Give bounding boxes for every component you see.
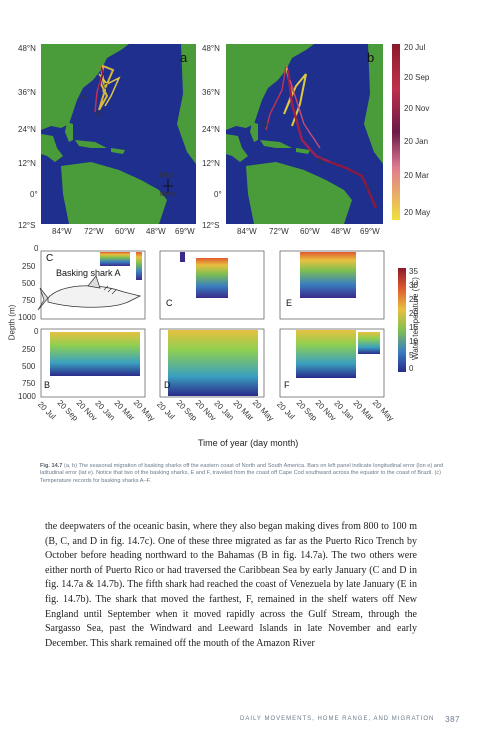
date-cb-1: 20 Sep [404,73,430,82]
track-label-c: C [103,82,109,91]
map-b-lon-69: 69°W [360,227,380,236]
track-label-b: B [96,109,102,118]
depth-tick-lower-250: 250 [22,345,36,354]
map-a-lon-84: 84°W [52,227,72,236]
map-b-lat-0: 0° [214,190,222,199]
panel-b-label: b [367,50,375,65]
depth-tick-lower-0: 0 [34,327,39,336]
map-b-lat-48: 48°N [202,44,220,53]
depth-panel-label-c-shark: C [46,253,54,264]
map-a-lat-48: 48°N [18,44,36,53]
caption-label: Fig. 14.7 [40,463,63,469]
temp-cb-15: 15 [409,323,418,332]
map-a-lon-69: 69°W [175,227,195,236]
map-b-lat-12s: 12°S [202,221,220,230]
date-cb-3: 20 Jan [404,137,429,146]
depth-tick-lower-500: 500 [22,362,36,371]
map-panel-a [41,44,196,224]
legend-late: lat e [160,172,174,179]
depth-tick-1000: 1000 [18,313,36,322]
track-label-d: D [262,120,268,129]
shark-label: Basking shark A [56,268,121,278]
legend-lone: lon e [160,191,176,198]
map-a-lat-36: 36°N [18,88,36,97]
depth-panel-label-e: E [286,298,293,308]
map-a-lon-72: 72°W [84,227,104,236]
map-b-lon-48: 48°W [331,227,351,236]
temp-cb-25: 25 [409,295,418,304]
map-a-lon-60: 60°W [115,227,135,236]
temp-cb-5: 5 [409,351,414,360]
date-cb-4: 20 Mar [404,171,429,180]
map-b-lon-60: 60°W [300,227,320,236]
map-a-lat-12s: 12°S [18,221,36,230]
body-text: the deepwaters of the oceanic basin, whe… [45,520,417,651]
depth-tick-500: 500 [22,279,36,288]
page-footer: DAILY MOVEMENTS, HOME RANGE, AND MIGRATI… [240,715,460,724]
date-colorbar [392,44,400,220]
depth-tick-750: 750 [22,296,36,305]
depth-tick-lower-1000: 1000 [18,392,36,401]
depth-panels [37,250,385,398]
date-cb-5: 20 May [404,208,431,217]
time-axis-label: Time of year (day month) [198,438,299,448]
map-a-lon-48: 48°W [146,227,166,236]
date-cb-0: 20 Jul [404,43,426,52]
track-label-a: A [81,93,87,102]
temp-cb-30: 30 [409,281,418,290]
temp-cb-10: 10 [409,337,418,346]
depth-panel-label-c: C [166,298,173,308]
map-b-lat-36: 36°N [202,88,220,97]
date-cb-2: 20 Nov [404,104,430,113]
temp-cb-20: 20 [409,309,418,318]
temp-cb-0: 0 [409,364,414,373]
figure-14-7: a C A B lat e lon e 48°N 36°N 24°N 12°N … [7,43,431,448]
depth-panel-label-b: B [44,380,51,390]
map-panel-b [226,44,383,224]
map-a-lat-0: 0° [30,190,38,199]
depth-panel-label-d: D [164,380,171,390]
map-b-lat-24: 24°N [202,125,220,134]
map-a-lat-12: 12°N [18,159,36,168]
page-number: 387 [445,715,460,724]
figure-caption: Fig. 14.7 (a, b) The seasonal migration … [40,463,460,485]
body-paragraph: the deepwaters of the oceanic basin, whe… [45,521,417,649]
panel-a-label: a [180,50,188,65]
map-b-lon-72: 72°W [269,227,289,236]
running-head: DAILY MOVEMENTS, HOME RANGE, AND MIGRATI… [240,716,435,722]
depth-tick-250: 250 [22,262,36,271]
track-label-e: E [318,157,324,166]
map-a-lat-24: 24°N [18,125,36,134]
track-label-f: F [366,184,371,193]
temp-cb-35: 35 [409,267,418,276]
temp-axis-label: Water temperature (°C) [410,277,420,360]
map-b-lon-84: 84°W [237,227,257,236]
temp-colorbar [398,268,406,372]
depth-panel-label-f: F [284,380,290,390]
depth-tick-lower-750: 750 [22,379,36,388]
caption-text: (a, b) The seasonal migration of basking… [40,463,444,484]
map-b-lat-12: 12°N [202,159,220,168]
depth-tick-0: 0 [34,244,39,253]
